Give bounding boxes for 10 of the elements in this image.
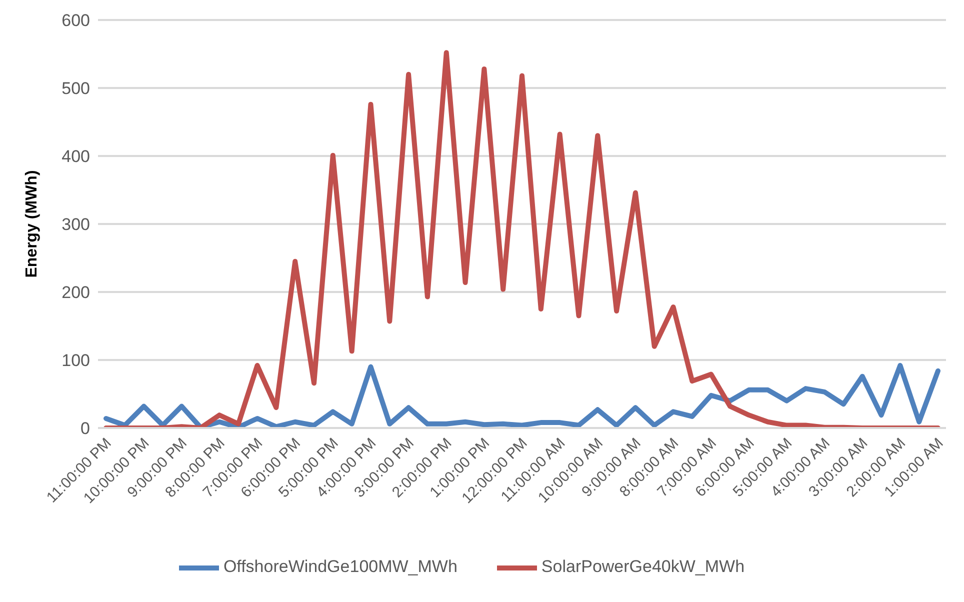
- y-axis-title: Energy (MWh): [24, 170, 41, 278]
- y-tick-label: 300: [62, 215, 90, 234]
- y-tick-label: 400: [62, 147, 90, 166]
- y-tick-label: 500: [62, 79, 90, 98]
- y-tick-label: 100: [62, 351, 90, 370]
- y-tick-label: 600: [62, 11, 90, 30]
- y-tick-label: 0: [80, 419, 90, 438]
- legend-label: SolarPowerGe40kW_MWh: [541, 557, 745, 576]
- y-tick-label: 200: [62, 283, 90, 302]
- legend-label: OffshoreWindGe100MW_MWh: [223, 557, 458, 576]
